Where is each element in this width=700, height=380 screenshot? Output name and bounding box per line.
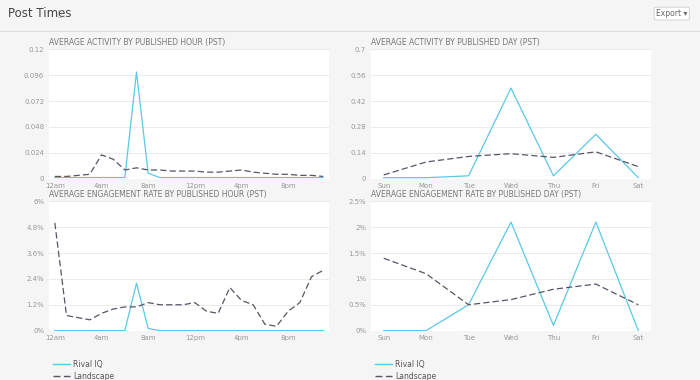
Legend: Rival IQ, Landscape: Rival IQ, Landscape — [52, 360, 115, 380]
Text: Export ▾: Export ▾ — [656, 9, 687, 18]
Text: AVERAGE ACTIVITY BY PUBLISHED HOUR (PST): AVERAGE ACTIVITY BY PUBLISHED HOUR (PST) — [49, 38, 225, 47]
Text: Post Times: Post Times — [8, 7, 72, 20]
Text: AVERAGE ENGAGEMENT RATE BY PUBLISHED HOUR (PST): AVERAGE ENGAGEMENT RATE BY PUBLISHED HOU… — [49, 190, 267, 199]
Text: AVERAGE ENGAGEMENT RATE BY PUBLISHED DAY (PST): AVERAGE ENGAGEMENT RATE BY PUBLISHED DAY… — [371, 190, 581, 199]
Legend: Rival IQ, Landscape: Rival IQ, Landscape — [374, 360, 437, 380]
Text: AVERAGE ACTIVITY BY PUBLISHED DAY (PST): AVERAGE ACTIVITY BY PUBLISHED DAY (PST) — [371, 38, 540, 47]
Text: ⓘ: ⓘ — [57, 9, 62, 18]
